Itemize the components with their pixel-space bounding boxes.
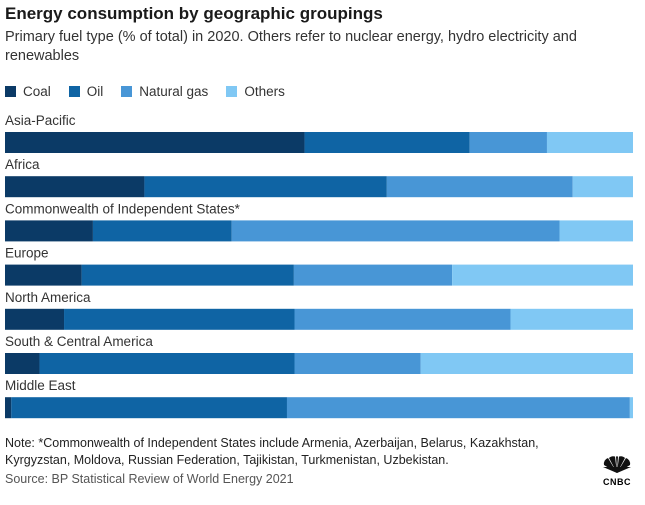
bar-segment-middle-east-others [629, 397, 633, 419]
category-label-asia-pacific: Asia-Pacific [5, 113, 76, 128]
category-label-commonwealth-of-independent-states: Commonwealth of Independent States* [5, 201, 241, 216]
bar-segment-africa-natural-gas [386, 176, 573, 198]
legend-item-coal: Coal [5, 84, 51, 99]
bar-segment-commonwealth-of-independent-states-natural-gas [231, 220, 560, 242]
chart-source: Source: BP Statistical Review of World E… [5, 472, 294, 486]
bar-segment-europe-natural-gas [293, 264, 453, 286]
cnbc-logo: CNBC [598, 456, 636, 487]
bar-segment-middle-east-natural-gas [286, 397, 630, 419]
legend-item-others: Others [226, 84, 285, 99]
legend-swatch-others [226, 86, 238, 97]
bar-segment-south-central-america-others [420, 353, 633, 374]
bar-segment-south-central-america-oil [39, 353, 295, 374]
bar-segment-asia-pacific-natural-gas [469, 132, 547, 153]
bar-segment-north-america-oil [64, 308, 295, 330]
category-label-middle-east: Middle East [5, 378, 76, 393]
category-label-north-america: North America [5, 290, 91, 305]
legend-label-others: Others [244, 84, 285, 99]
bar-segment-europe-coal [5, 264, 82, 286]
legend-label-natural-gas: Natural gas [139, 84, 209, 99]
bar-segment-africa-others [572, 176, 633, 198]
bar-segment-europe-others [452, 264, 633, 286]
bar-segment-commonwealth-of-independent-states-others [559, 220, 633, 242]
bar-segment-commonwealth-of-independent-states-coal [5, 220, 93, 242]
bar-segment-asia-pacific-others [546, 132, 633, 153]
legend-item-natural-gas: Natural gas [121, 84, 208, 99]
chart-subtitle: Primary fuel type (% of total) in 2020. … [5, 29, 577, 64]
bar-segment-middle-east-oil [11, 397, 287, 419]
legend-swatch-natural-gas [121, 86, 133, 97]
bar-segment-asia-pacific-coal [5, 132, 305, 153]
bar-segment-north-america-others [510, 308, 633, 330]
category-label-europe: Europe [5, 246, 49, 261]
bar-segment-africa-coal [5, 176, 145, 198]
legend-swatch-oil [68, 86, 80, 97]
legend-label-oil: Oil [86, 84, 104, 99]
bar-segment-north-america-natural-gas [294, 308, 511, 330]
bar-segment-middle-east-coal [5, 397, 12, 419]
bar-segment-asia-pacific-oil [304, 132, 470, 153]
peacock-icon [603, 456, 631, 473]
logo-text: CNBC [603, 477, 631, 487]
chart-note: Note: *Commonwealth of Independent State… [5, 436, 539, 467]
bar-segment-south-central-america-natural-gas [294, 353, 421, 374]
legend-swatch-coal [5, 86, 16, 97]
stacked-bar-chart: Asia-Pacific Africa Commonwealth of Indepe… [5, 113, 633, 419]
category-label-africa: Africa [5, 157, 40, 172]
legend-item-oil: Oil [68, 84, 104, 99]
legend: Coal Oil Natural gas Others [5, 84, 303, 99]
bar-segment-south-central-america-coal [5, 353, 40, 374]
bar-segment-africa-oil [144, 176, 387, 198]
category-label-south-central-america: South & Central America [5, 334, 153, 349]
chart-title: Energy consumption by geographic groupin… [5, 4, 383, 23]
bar-segment-commonwealth-of-independent-states-oil [92, 220, 232, 242]
bar-segment-europe-oil [81, 264, 294, 286]
legend-label-coal: Coal [23, 84, 51, 99]
bar-segment-north-america-coal [5, 308, 65, 330]
